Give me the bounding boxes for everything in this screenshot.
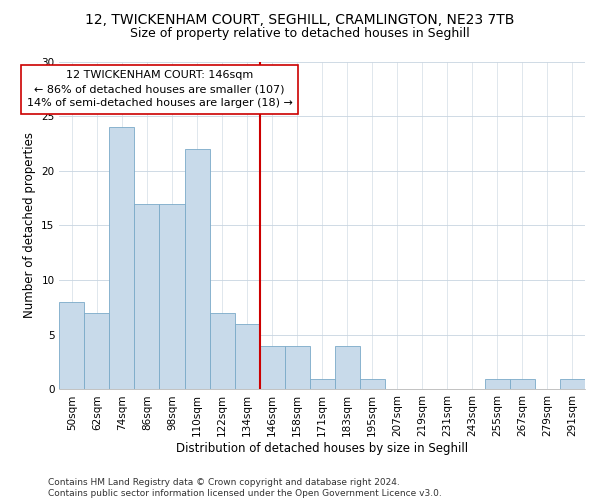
Bar <box>209 313 235 390</box>
Text: 12, TWICKENHAM COURT, SEGHILL, CRAMLINGTON, NE23 7TB: 12, TWICKENHAM COURT, SEGHILL, CRAMLINGT… <box>85 12 515 26</box>
Bar <box>560 378 585 390</box>
Bar <box>160 204 185 390</box>
Bar <box>85 313 109 390</box>
Bar <box>109 127 134 390</box>
Text: Contains HM Land Registry data © Crown copyright and database right 2024.
Contai: Contains HM Land Registry data © Crown c… <box>48 478 442 498</box>
Bar <box>185 149 209 390</box>
Bar <box>310 378 335 390</box>
Text: Size of property relative to detached houses in Seghill: Size of property relative to detached ho… <box>130 28 470 40</box>
Bar <box>235 324 260 390</box>
Bar <box>510 378 535 390</box>
Bar <box>335 346 360 390</box>
Bar <box>284 346 310 390</box>
Bar <box>134 204 160 390</box>
Y-axis label: Number of detached properties: Number of detached properties <box>23 132 35 318</box>
Bar <box>260 346 284 390</box>
Text: 12 TWICKENHAM COURT: 146sqm
← 86% of detached houses are smaller (107)
14% of se: 12 TWICKENHAM COURT: 146sqm ← 86% of det… <box>26 70 292 108</box>
Bar <box>360 378 385 390</box>
X-axis label: Distribution of detached houses by size in Seghill: Distribution of detached houses by size … <box>176 442 468 455</box>
Bar <box>485 378 510 390</box>
Bar <box>59 302 85 390</box>
